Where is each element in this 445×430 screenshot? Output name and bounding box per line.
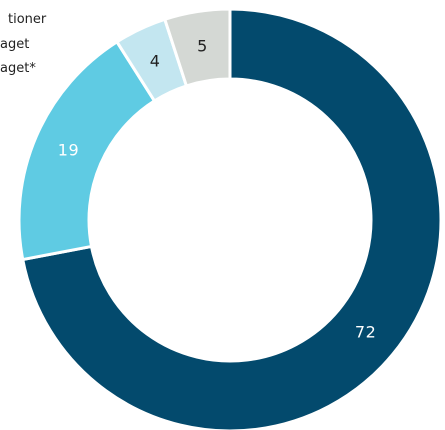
legend: tioner aget aget*	[0, 12, 47, 76]
donut-slice-2	[17, 39, 157, 262]
legend-entry-3: aget*	[0, 61, 36, 76]
slice-value-label-2: 19	[58, 141, 79, 160]
legend-entry-2: aget	[0, 37, 29, 52]
slice-labels: 72 19 4 5	[58, 37, 376, 342]
slice-value-label-1: 72	[355, 323, 376, 342]
slice-value-label-3: 4	[150, 51, 161, 70]
donut-slice-4	[162, 7, 232, 88]
donut-slice-1	[20, 7, 443, 430]
donut-slices	[17, 7, 443, 430]
legend-entry-1: tioner	[8, 12, 47, 27]
slice-value-label-4: 5	[197, 37, 208, 56]
